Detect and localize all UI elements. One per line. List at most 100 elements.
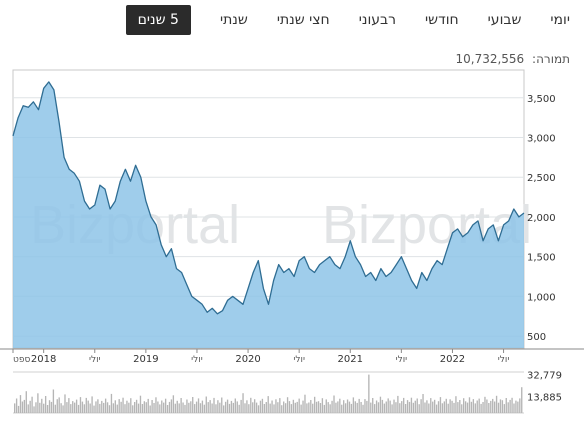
volume-bar bbox=[205, 396, 207, 413]
price-area-fill bbox=[13, 81, 524, 349]
x-tick-label: 2018 bbox=[31, 354, 56, 365]
volume-bar bbox=[457, 402, 459, 413]
y-tick-label: 3,000 bbox=[527, 134, 556, 145]
volume-tick-label: 13,885 bbox=[527, 393, 562, 404]
volume-bar bbox=[447, 403, 449, 413]
volume-bar bbox=[312, 403, 314, 413]
volume-bar bbox=[492, 398, 494, 413]
volume-bar bbox=[62, 405, 64, 413]
volume-bar bbox=[486, 399, 488, 413]
volume-bar bbox=[484, 396, 486, 413]
volume-bar bbox=[120, 401, 122, 413]
volume-bar bbox=[101, 400, 103, 413]
volume-bar bbox=[319, 403, 322, 413]
volume-bar bbox=[482, 402, 484, 413]
volume-bar bbox=[128, 402, 130, 413]
volume-bar bbox=[259, 400, 262, 413]
volume-bar bbox=[366, 400, 368, 413]
tab-weekly[interactable]: שבועי bbox=[487, 12, 522, 28]
volume-bar bbox=[91, 396, 93, 413]
volume-bar bbox=[23, 399, 26, 413]
x-tick-label: יולי bbox=[396, 355, 408, 365]
tab-5-years[interactable]: 5 שנים bbox=[125, 5, 191, 35]
volume-bar bbox=[217, 400, 219, 413]
volume-bar bbox=[443, 401, 445, 413]
volume-bar bbox=[103, 402, 105, 413]
volume-bar bbox=[428, 403, 430, 413]
volume-bar bbox=[339, 398, 341, 413]
volume-bar bbox=[333, 395, 335, 413]
tab-quarterly[interactable]: רבעוני bbox=[358, 12, 397, 28]
volume-bar bbox=[195, 401, 198, 413]
volume-bar bbox=[468, 397, 471, 413]
volume-bar bbox=[463, 398, 465, 413]
volume-bar bbox=[513, 403, 515, 413]
tab-half-yearly[interactable]: חצי שנתי bbox=[276, 12, 330, 28]
volume-bar bbox=[133, 402, 136, 413]
volume-bar bbox=[352, 397, 355, 413]
volume-bar bbox=[190, 401, 192, 413]
volume-bar bbox=[48, 400, 51, 413]
volume-bar bbox=[503, 404, 505, 413]
volume-bar bbox=[99, 403, 101, 413]
volume-bar bbox=[261, 398, 264, 413]
volume-bar bbox=[410, 397, 413, 413]
volume-bar bbox=[64, 394, 66, 413]
volume-tick-label: 32,779 bbox=[527, 371, 562, 382]
volume-bar bbox=[143, 401, 146, 413]
volume-bar bbox=[381, 399, 384, 413]
volume-bar bbox=[281, 405, 283, 413]
volume-bar bbox=[159, 404, 161, 413]
volume-bar bbox=[497, 402, 500, 413]
volume-bar bbox=[145, 402, 147, 413]
volume-bar bbox=[275, 399, 277, 413]
volume-bar bbox=[211, 403, 213, 413]
volume-bar bbox=[490, 400, 492, 413]
volume-bar bbox=[372, 398, 374, 413]
volume-bar bbox=[219, 402, 221, 413]
tab-monthly[interactable]: חודשי bbox=[425, 12, 459, 28]
volume-bar bbox=[418, 404, 420, 413]
y-tick-label: 2,000 bbox=[527, 213, 556, 224]
volume-bar bbox=[290, 404, 293, 413]
volume-bar bbox=[242, 393, 244, 413]
volume-bar bbox=[416, 398, 418, 413]
volume-bar bbox=[126, 400, 128, 413]
volume-bar bbox=[70, 404, 72, 413]
volume-bar bbox=[17, 405, 20, 413]
volume-bar bbox=[364, 399, 366, 413]
volume-bar bbox=[25, 391, 27, 413]
y-axis-ticks: 500 1,000 1,500 2,000 2,500 3,000 3,500 bbox=[527, 94, 556, 343]
volume-bar bbox=[238, 404, 240, 413]
volume-bar bbox=[288, 401, 291, 413]
volume-bar bbox=[97, 399, 99, 413]
volume-bar bbox=[163, 402, 165, 413]
volume-bar bbox=[193, 404, 196, 413]
volume-bar bbox=[60, 403, 62, 413]
volume-bar bbox=[209, 400, 211, 413]
tab-yearly[interactable]: שנתי bbox=[219, 12, 248, 28]
volume-bar bbox=[335, 402, 337, 413]
volume-bar bbox=[493, 401, 496, 413]
volume-bar bbox=[54, 404, 56, 413]
volume-bar bbox=[168, 401, 171, 413]
volume-bar bbox=[44, 396, 47, 413]
volume-bar bbox=[68, 398, 70, 413]
volume-bar bbox=[180, 398, 182, 413]
y-tick-label: 2,500 bbox=[527, 173, 556, 184]
volume-bar bbox=[300, 404, 302, 413]
volume-bar bbox=[130, 398, 132, 413]
volume-bar bbox=[186, 399, 188, 413]
volume-bar bbox=[182, 402, 184, 413]
volume-bar bbox=[480, 403, 482, 413]
volume-bar bbox=[391, 404, 393, 413]
tab-daily[interactable]: יומי bbox=[550, 12, 570, 28]
volume-bar bbox=[106, 402, 109, 413]
volume-bar bbox=[313, 396, 316, 413]
volume-bar bbox=[114, 400, 116, 413]
volume-bar bbox=[283, 401, 285, 413]
volume-bar bbox=[455, 396, 457, 413]
volume-bar bbox=[370, 402, 372, 413]
volume-bar bbox=[515, 400, 517, 413]
volume-bar bbox=[46, 405, 49, 413]
